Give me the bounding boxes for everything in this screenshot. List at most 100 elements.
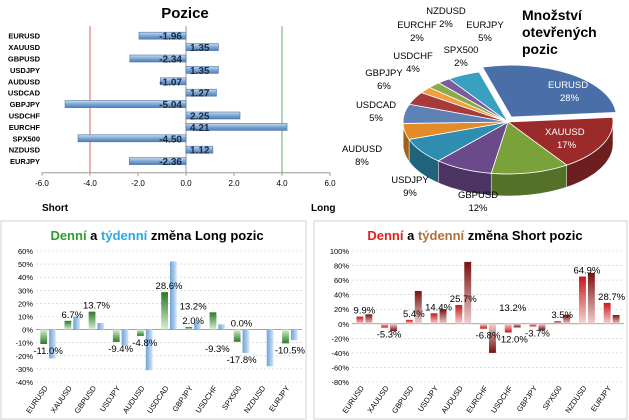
positions-category-eurusd: EURUSD	[8, 32, 40, 41]
positions-category-usdjpy: USDJPY	[10, 66, 40, 75]
x-tick-eurusd: EURUSD	[24, 384, 50, 416]
positions-bar-gbpusd	[129, 54, 187, 63]
bar-eurchf-s0	[480, 323, 487, 329]
y-tick-9: -30%	[15, 365, 33, 374]
x-tick-usdjpy: USDJPY	[416, 384, 440, 413]
bar-usdcad-s0	[161, 292, 168, 330]
long-title-weekly: týdenní	[101, 228, 148, 243]
bar-gbpjpy-s1	[538, 323, 546, 331]
positions-value-eurjpy: -2.36	[159, 157, 182, 168]
pie-percent-usdchf: 4%	[406, 64, 420, 75]
bar-spx500-s0	[554, 321, 562, 324]
value-label-spx500-9: 3.5%	[551, 310, 573, 321]
positions-x-tick-2: -2.0	[131, 179, 145, 188]
x-tick-nzdusd: NZDUSD	[242, 384, 268, 415]
positions-category-usdchf: USDCHF	[9, 112, 41, 121]
short-title-and: a	[403, 228, 417, 243]
bar-xauusd-s0	[381, 323, 389, 328]
positions-category-eurchf: EURCHF	[9, 123, 41, 132]
bar-usdchf-s0	[504, 323, 512, 333]
y-tick-10: -40%	[15, 378, 33, 387]
positions-bar-gbpjpy	[64, 100, 187, 108]
short-change-chart: Denní a týdenní změna Short pozic 100% 80…	[313, 220, 628, 420]
positions-category-audusd: AUDUSD	[8, 77, 41, 86]
bar-nzdusd-s0	[257, 329, 265, 331]
x-tick-eurjpy: EURJPY	[589, 384, 613, 413]
pie-slice-eurjpy	[448, 71, 509, 123]
pie-label-usdjpy: USDJPY	[391, 175, 429, 186]
pie-percent-xauusd: 17%	[557, 140, 577, 151]
bar-gbpjpy-s1	[194, 321, 201, 330]
positions-value-usdjpy: 1.35	[190, 66, 210, 77]
bar-eurusd-s1	[365, 314, 373, 324]
x-tick-gbpjpy: GBPJPY	[515, 384, 539, 413]
value-label-usdchf-6: 13.2%	[499, 303, 526, 314]
pie-label-usdchf: USDCHF	[393, 51, 433, 62]
bar-audusd-s1	[145, 329, 153, 371]
x-tick-usdjpy: USDJPY	[98, 384, 122, 413]
value-label-usdchf-7: -12.0%	[498, 335, 529, 346]
bar-usdjpy-s0	[112, 329, 120, 342]
pie-percent-nzdusd: 2%	[439, 19, 453, 30]
bar-gbpjpy-s0	[185, 326, 193, 330]
value-label-usdcad-5: 28.6%	[156, 281, 183, 292]
y-tick-5: 0%	[338, 320, 349, 329]
value-label-gbpjpy-8: -3.7%	[525, 328, 550, 339]
positions-plot: -6.0 -4.0 -2.0 0.0 2.0 4.0 6.0 EURUSD -1.96 XAUUS…	[8, 26, 336, 188]
bar-usdjpy-s1	[121, 329, 129, 346]
positions-bar-usdcad	[185, 88, 217, 97]
bar-usdchf-s1	[218, 324, 226, 330]
bar-audusd-s1	[464, 261, 472, 324]
x-tick-eurchf: EURCHF	[464, 384, 490, 415]
pie-label-gbpusd: GBPUSD	[458, 190, 498, 201]
bar-xauusd-s1	[390, 323, 398, 332]
y-tick-7: -10%	[15, 339, 33, 348]
positions-bar-xauusd	[185, 43, 219, 51]
bar-gbpjpy-s0	[529, 323, 537, 327]
pie-percent-usdcad: 5%	[369, 113, 383, 124]
pie-percent-gbpusd: 12%	[468, 203, 488, 214]
bar-audusd-s0	[137, 329, 144, 336]
bar-xauusd-s0	[64, 320, 72, 330]
bar-usdcad-s1	[170, 261, 177, 330]
positions-value-gbpjpy: -5.04	[159, 100, 182, 111]
bar-eurusd-s0	[40, 329, 48, 345]
value-label-gbpjpy-7: 2.0%	[182, 316, 204, 327]
bar-nzdusd-s1	[266, 329, 274, 367]
y-tick-4: 20%	[18, 299, 33, 308]
x-tick-eurjpy: EURJPY	[267, 384, 291, 413]
value-label-audusd-4: 25.7%	[450, 294, 477, 305]
bar-gbpusd-s0	[405, 319, 413, 324]
positions-bar-eurusd	[138, 31, 187, 40]
value-label-eurjpy-11: 28.7%	[598, 292, 625, 303]
y-tick-6: 0%	[22, 326, 33, 335]
y-tick-6: -20%	[331, 334, 349, 343]
value-label-eurusd-0: -11.0%	[33, 346, 63, 357]
x-tick-gbpusd: GBPUSD	[390, 384, 416, 416]
bar-eurusd-s0	[356, 316, 364, 324]
positions-value-usdcad: 1.27	[190, 89, 210, 100]
x-tick-usdcad: USDCAD	[145, 384, 171, 416]
y-tick-7: -40%	[331, 349, 349, 358]
positions-value-spx500: -4.50	[159, 134, 182, 145]
positions-x-tick-0: -6.0	[35, 179, 49, 188]
long-title-rest: změna Long pozic	[147, 228, 263, 243]
pie-title-line-2: otevřených	[522, 24, 597, 40]
bar-usdchf-s0	[209, 312, 217, 330]
positions-category-gbpjpy: GBPJPY	[10, 100, 40, 109]
y-tick-3: 40%	[334, 291, 349, 300]
bar-eurjpy-s0	[282, 329, 289, 344]
x-tick-audusd: AUDUSD	[439, 384, 465, 416]
value-label-xauusd-1: -5.3%	[377, 330, 402, 341]
bar-eurusd-s1	[49, 329, 56, 359]
long-title-daily: Denní	[50, 228, 87, 243]
positions-value-nzdusd: 1.12	[190, 146, 210, 157]
pie-slice-xauusd	[506, 116, 614, 166]
positions-value-audusd: -1.07	[159, 77, 182, 88]
bar-spx500-s1	[242, 329, 250, 353]
positions-bar-eurjpy	[129, 157, 187, 165]
y-tick-1: 50%	[18, 260, 33, 269]
y-tick-3: 30%	[18, 286, 33, 295]
pie-title-line-3: pozic	[522, 41, 558, 57]
